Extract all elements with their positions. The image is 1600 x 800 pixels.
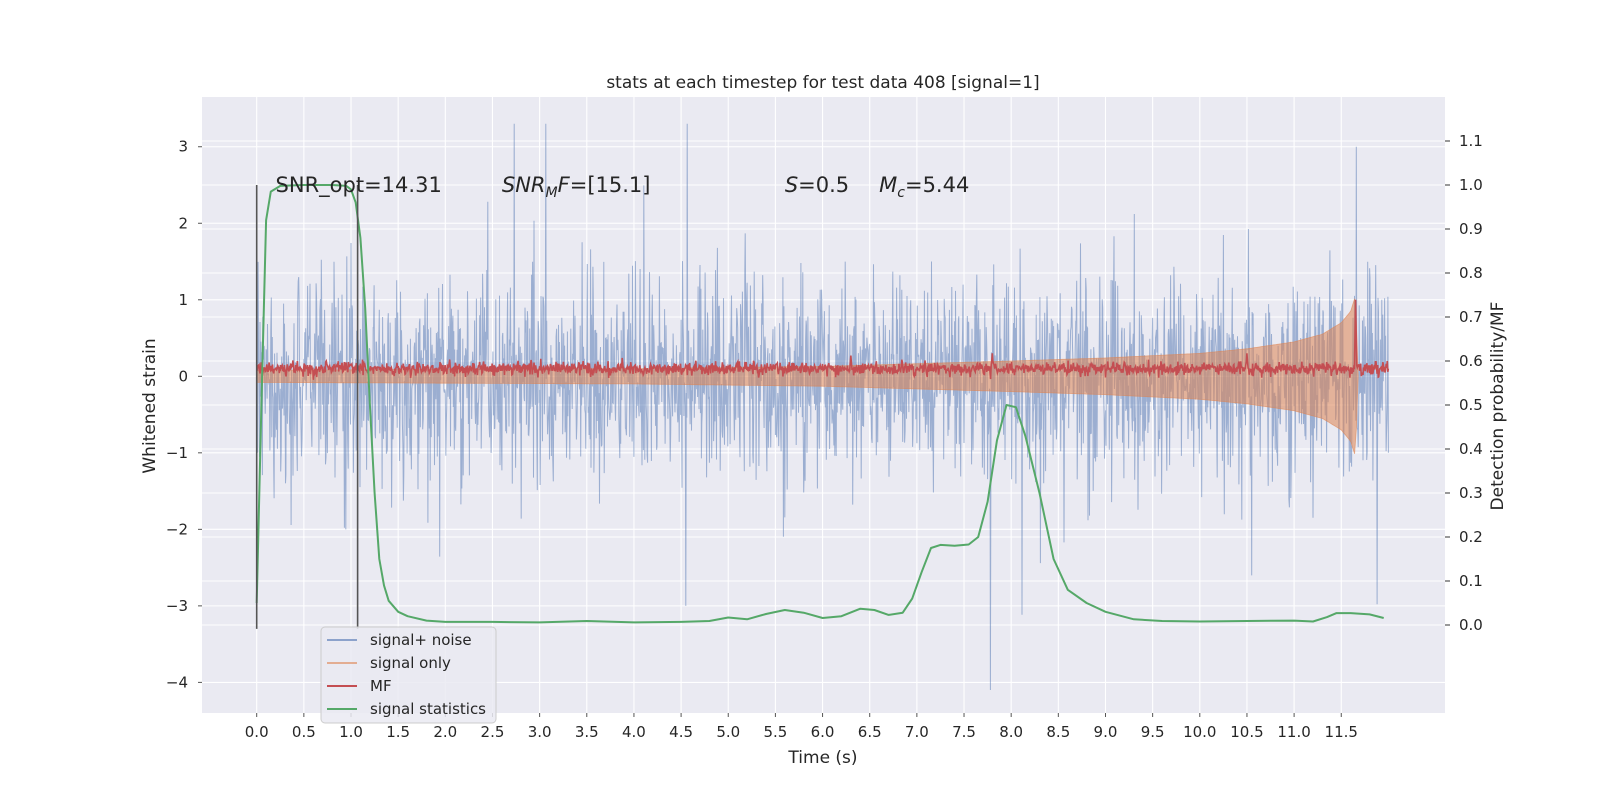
x-tick-label: 4.0 [622, 723, 646, 741]
y-tick-label: 2 [178, 214, 188, 232]
legend-label: signal statistics [370, 700, 486, 718]
annotation-2: S=0.5 [785, 173, 849, 197]
annotations: SNR_opt=14.31 SNRMF=[15.1] S=0.5 Mc=5.44 [276, 173, 970, 201]
y2-tick-label: 0.3 [1459, 484, 1483, 502]
y-tick-label: 1 [178, 291, 188, 309]
y2-gridlines [202, 140, 1445, 626]
x-tick-label: 6.0 [811, 723, 835, 741]
y-tick-labels: 3 2 1 0 −1 −2 −3 −4 [166, 138, 202, 691]
x-tick-label: 0.0 [245, 723, 269, 741]
y2-tick-label: 1.1 [1459, 132, 1483, 150]
x-tick-label: 8.0 [999, 723, 1023, 741]
x-tick-label: 8.5 [1046, 723, 1070, 741]
series-layer [255, 123, 1390, 691]
legend-label: signal only [370, 654, 451, 672]
x-tick-label: 1.0 [339, 723, 363, 741]
y2-tick-label: 0.7 [1459, 308, 1483, 326]
y2-tick-label: 0.0 [1459, 616, 1483, 634]
x-tick-label: 5.5 [763, 723, 787, 741]
x-tick-label: 6.5 [858, 723, 882, 741]
annotation-3: Mc=5.44 [879, 173, 969, 201]
y-tick-label: −4 [166, 673, 188, 691]
x-tick-labels: 0.0 0.5 1.0 1.5 2.0 2.5 3.0 3.5 4.0 4.5 5.0 5.5 6.0 6… [245, 713, 1358, 741]
x-tick-label: 3.5 [575, 723, 599, 741]
x-tick-label: 2.5 [481, 723, 505, 741]
y-tick-label: −2 [166, 520, 188, 538]
legend-label: signal+ noise [370, 631, 472, 649]
y2-tick-labels: 1.1 1.0 0.9 0.8 0.7 0.6 0.5 0.4 0.3 0.2 0.1 0.0 [1445, 132, 1483, 634]
y-axis-label: Whitened strain [140, 338, 160, 473]
x-tick-label: 7.0 [905, 723, 929, 741]
x-tick-label: 11.0 [1277, 723, 1310, 741]
annotation-1: SNRMF=[15.1] [502, 173, 651, 201]
legend-label: MF [370, 677, 392, 695]
legend-box [320, 626, 497, 724]
vertical-markers [255, 185, 359, 629]
annotation-0: SNR_opt=14.31 [276, 173, 442, 198]
series-signal-statistics [255, 184, 1384, 624]
y2-tick-label: 0.1 [1459, 572, 1483, 590]
x-tick-label: 0.5 [292, 723, 316, 741]
series-mf [255, 299, 1390, 380]
x-tick-label: 7.5 [952, 723, 976, 741]
x-tick-label: 11.5 [1325, 723, 1358, 741]
x-axis-label: Time (s) [787, 748, 857, 768]
y2-axis-label: Detection probability/MF [1488, 302, 1508, 511]
y-tick-label: 3 [178, 138, 188, 156]
x-tick-label: 10.0 [1183, 723, 1216, 741]
y2-tick-label: 0.9 [1459, 220, 1483, 238]
y2-tick-label: 0.2 [1459, 528, 1483, 546]
y2-tick-label: 0.8 [1459, 264, 1483, 282]
x-tick-label: 4.5 [669, 723, 693, 741]
x-tick-label: 1.5 [386, 723, 410, 741]
y2-tick-label: 0.6 [1459, 352, 1483, 370]
y-tick-label: 0 [178, 367, 188, 385]
x-tick-label: 5.0 [716, 723, 740, 741]
x-tick-label: 9.5 [1141, 723, 1165, 741]
y-tick-label: −3 [166, 597, 188, 615]
x-tick-label: 3.0 [528, 723, 552, 741]
y2-tick-label: 1.0 [1459, 176, 1483, 194]
y2-tick-label: 0.4 [1459, 440, 1483, 458]
x-tick-label: 10.5 [1230, 723, 1263, 741]
y-tick-label: −1 [166, 444, 188, 462]
y2-tick-label: 0.5 [1459, 396, 1483, 414]
chart-title: stats at each timestep for test data 408… [606, 73, 1039, 93]
x-tick-label: 2.0 [433, 723, 457, 741]
x-tick-label: 9.0 [1094, 723, 1118, 741]
legend: signal+ noise signal only MF signal statist… [320, 626, 497, 724]
